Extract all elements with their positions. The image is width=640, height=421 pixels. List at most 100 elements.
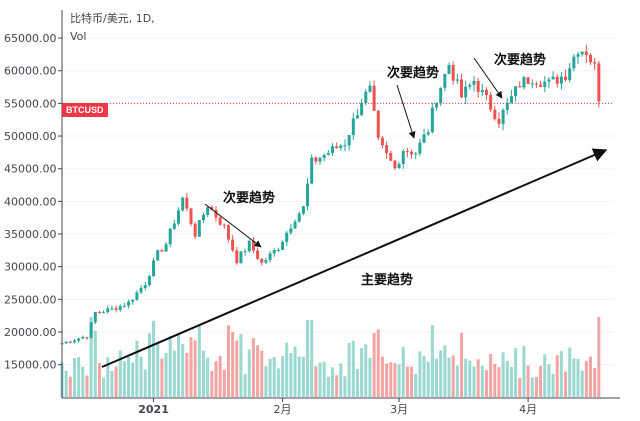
volume-bar (393, 363, 397, 397)
candle (543, 76, 547, 93)
candle (222, 223, 226, 229)
volume-bar (77, 357, 81, 397)
candle-body (559, 76, 563, 84)
candle-body (451, 65, 455, 81)
candle (226, 224, 230, 243)
volume-bar (127, 356, 131, 397)
volume-bar (64, 370, 68, 397)
candle-body (364, 91, 368, 104)
candle-body (514, 86, 518, 97)
candle (364, 89, 368, 106)
candle-body (468, 84, 472, 87)
volume-bar (135, 340, 139, 397)
y-axis: 15000.00 20000.00 25000.00 30000.00 35000.00… (4, 10, 63, 398)
candle (189, 207, 193, 227)
candle-body (81, 337, 85, 339)
x-tick-label: 3月 (390, 403, 408, 416)
candle-body (77, 338, 81, 341)
candle (443, 73, 447, 92)
volume-bar (564, 371, 568, 397)
volume-bar (580, 370, 584, 397)
volume-bar (426, 361, 430, 397)
volume-bar (143, 369, 147, 397)
volume-bar (576, 358, 580, 397)
volume-bar (443, 345, 447, 397)
y-tick-label: 60000.00 (4, 65, 57, 78)
volume-bar (160, 358, 164, 397)
volume-bar (435, 358, 439, 397)
candle-body (310, 157, 314, 184)
volume-bar (405, 366, 409, 397)
candle (276, 247, 280, 253)
volume-bar (147, 333, 151, 397)
candle-body (160, 250, 164, 252)
candle (460, 73, 464, 99)
candle (185, 192, 189, 212)
volume-bar (439, 350, 443, 397)
candle-body (214, 209, 218, 218)
candle-body (572, 56, 576, 69)
candle (455, 73, 459, 84)
candle-body (343, 145, 347, 147)
candle-body (235, 250, 239, 264)
trend-labels: 次要趋势 次要趋势 次要趋势 主要趋势 (223, 52, 546, 288)
candle-body (584, 51, 588, 56)
volume-bar (589, 356, 593, 397)
volume-bar (484, 369, 488, 397)
candle-body (218, 217, 222, 225)
volume-bar (497, 367, 501, 397)
symbol-title[interactable]: 比特币/美元, 1D, (70, 12, 155, 25)
candle-body (285, 232, 289, 242)
volume-bar (351, 340, 355, 397)
candle-body (372, 85, 376, 111)
volume-bar (314, 366, 318, 397)
volume-bar (172, 350, 176, 397)
candle-body (118, 305, 122, 310)
x-tick-label: 4月 (519, 403, 537, 416)
candle-body (293, 221, 297, 229)
candle (589, 53, 593, 65)
volume-bar (597, 317, 601, 397)
candle-body (380, 137, 384, 146)
volume-bar (551, 373, 555, 397)
volume-bar (81, 366, 85, 397)
candle-body (555, 76, 559, 84)
candle (414, 151, 418, 160)
candle (281, 240, 285, 251)
volume-bar (193, 340, 197, 397)
candle-body (389, 152, 393, 161)
candle-body (355, 115, 359, 119)
minor-trend-arrow-1 (204, 203, 262, 248)
volume-bar (480, 365, 484, 397)
candle (534, 81, 538, 89)
candle (447, 62, 451, 75)
volume-bar (464, 358, 468, 397)
candle-body (318, 157, 322, 162)
candle (339, 143, 343, 151)
candle (393, 159, 397, 171)
candle (168, 227, 172, 248)
candle (293, 219, 297, 229)
volume-bar (210, 371, 214, 397)
candle (372, 80, 376, 111)
volume-indicator-label[interactable]: Vol (70, 30, 87, 43)
volume-bar (539, 365, 543, 397)
volume-bar (530, 377, 534, 397)
candle-body (251, 240, 255, 251)
candle-body (410, 151, 414, 155)
major-trend-arrow (101, 148, 608, 368)
candle (197, 220, 201, 237)
candle (156, 249, 160, 262)
candle-body (102, 311, 106, 313)
candle-body (106, 308, 110, 312)
volume-bar (397, 364, 401, 397)
volume-bar (355, 369, 359, 397)
volume-bar (509, 366, 513, 397)
candle (514, 86, 518, 102)
candle-body (222, 224, 226, 226)
candle (505, 97, 509, 115)
candle-body (476, 80, 480, 92)
candle (318, 156, 322, 165)
candle-body (189, 208, 193, 224)
